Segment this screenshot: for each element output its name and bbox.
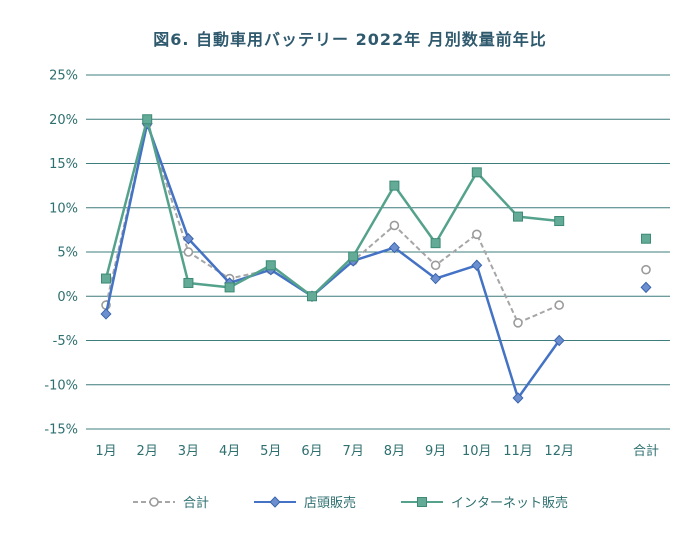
diamond-marker-icon — [553, 334, 565, 347]
legend-swatch — [253, 495, 296, 508]
x-axis-tick-label: 4月 — [219, 444, 240, 459]
x-axis-tick-label: 12月 — [544, 444, 574, 459]
square-marker-icon — [224, 282, 235, 293]
x-axis-tick-label: 合計 — [633, 443, 659, 459]
x-axis-tick-label: 1月 — [95, 444, 116, 459]
y-axis-tick-label: -5% — [53, 334, 78, 349]
circle-marker-icon — [430, 260, 441, 271]
x-axis-tick-label: 10月 — [462, 444, 492, 459]
legend-item-3: インターネット販売 — [400, 492, 568, 511]
y-axis-tick-label: 0% — [57, 290, 78, 305]
square-marker-icon — [348, 251, 359, 262]
square-marker-icon — [389, 180, 400, 191]
square-marker-icon — [471, 167, 482, 178]
y-axis-tick-label: -10% — [44, 378, 78, 393]
y-axis-tick-label: 15% — [49, 157, 78, 172]
circle-marker-icon — [389, 220, 400, 231]
square-marker-icon — [641, 233, 651, 244]
legend-label: 店頭販売 — [303, 496, 356, 511]
x-axis-tick-label: 11月 — [503, 444, 533, 459]
chart-plot-area: 25% 20% 15% 10% 5% 0% -5% -10% -15% 1月 2月 3月 4月 5月 6月 7… — [44, 69, 670, 459]
y-axis-tick-label: -15% — [44, 423, 78, 438]
square-marker-icon — [265, 260, 276, 271]
square-marker-icon — [417, 496, 427, 507]
square-marker-icon — [513, 211, 523, 222]
circle-marker-icon — [554, 300, 565, 310]
square-marker-icon — [430, 238, 441, 249]
legend-swatch — [132, 496, 175, 507]
x-axis-tick-label: 9月 — [425, 444, 446, 459]
square-marker-icon — [307, 291, 317, 302]
square-marker-icon — [183, 277, 194, 288]
legend-item-1: 合計 — [132, 492, 209, 511]
diamond-marker-icon — [100, 308, 112, 320]
series-line-1 — [104, 122, 561, 400]
square-marker-icon — [554, 216, 565, 227]
diamond-marker-icon — [269, 495, 281, 508]
y-axis-tick-label: 25% — [49, 69, 78, 84]
chart-title: 図6. 自動車用バッテリー 2022年 月別数量前年比 — [153, 30, 547, 49]
circle-marker-icon — [471, 229, 482, 240]
y-axis-tick-label: 20% — [49, 113, 78, 128]
circle-marker-icon — [513, 317, 523, 328]
legend-item-2: 店頭販売 — [253, 492, 356, 511]
series-line-2 — [104, 118, 560, 298]
x-axis-tick-label: 2月 — [137, 444, 158, 459]
circle-marker-icon — [183, 247, 194, 257]
x-axis-tick-label: 7月 — [343, 444, 364, 459]
diamond-marker-icon — [430, 272, 442, 285]
y-axis-tick-label: 5% — [57, 246, 78, 261]
circle-marker-icon — [149, 496, 159, 507]
square-marker-icon — [142, 114, 153, 125]
x-axis-tick-label: 8月 — [384, 444, 405, 459]
circle-marker-icon — [641, 264, 651, 275]
diamond-marker-icon — [471, 259, 483, 271]
legend-label: 合計 — [182, 496, 209, 511]
square-marker-icon — [101, 273, 111, 284]
x-axis-tick-label: 3月 — [178, 444, 199, 459]
x-axis-tick-label: 6月 — [301, 444, 322, 459]
y-axis-tick-label: 10% — [49, 201, 78, 216]
diamond-marker-icon — [388, 241, 400, 254]
legend-swatch — [401, 496, 443, 507]
diamond-marker-icon — [182, 233, 194, 245]
x-axis-tick-label: 5月 — [260, 444, 281, 459]
diamond-marker-icon — [512, 392, 524, 404]
diamond-marker-icon — [640, 281, 652, 294]
chart-legend: 合計 店頭販売 インターネット販売 — [0, 492, 700, 511]
legend-label: インターネット販売 — [451, 496, 569, 511]
